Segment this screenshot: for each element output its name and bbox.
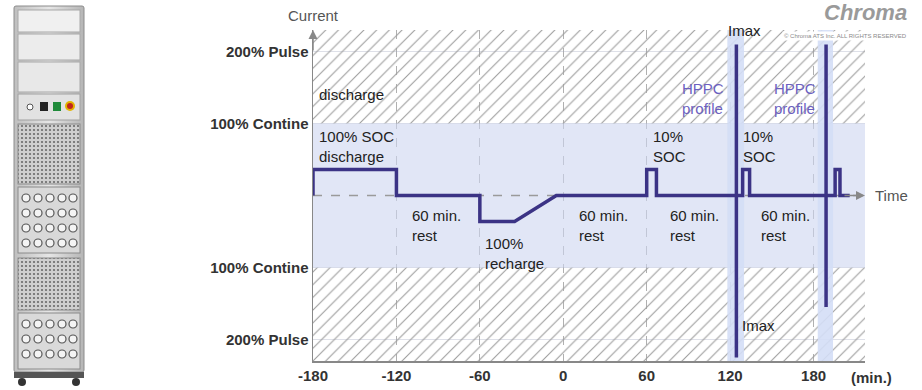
svg-text:Current: Current	[288, 7, 339, 24]
svg-text:200% Pulse: 200% Pulse	[226, 331, 309, 348]
svg-text:60 min.rest: 60 min.rest	[761, 207, 810, 244]
svg-text:(min.): (min.)	[851, 369, 892, 386]
svg-text:Imax: Imax	[742, 317, 775, 334]
svg-text:10%SOC: 10%SOC	[653, 128, 686, 165]
svg-text:© Chroma ATS Inc. ALL RIGHTS R: © Chroma ATS Inc. ALL RIGHTS RESERVED	[784, 33, 907, 39]
svg-text:120: 120	[718, 367, 743, 384]
svg-text:200% Pulse: 200% Pulse	[226, 43, 309, 60]
svg-text:100% Contine: 100% Contine	[210, 115, 308, 132]
svg-text:60 min.rest: 60 min.rest	[670, 207, 719, 244]
svg-text:10%SOC: 10%SOC	[743, 128, 776, 165]
svg-text:HPPCprofile: HPPCprofile	[682, 80, 724, 117]
svg-text:100%recharge: 100%recharge	[485, 235, 544, 272]
svg-text:-120: -120	[381, 367, 411, 384]
svg-text:60: 60	[638, 367, 655, 384]
svg-text:60 min.rest: 60 min.rest	[412, 207, 461, 244]
svg-text:HPPCprofile: HPPCprofile	[774, 80, 816, 117]
svg-text:0: 0	[559, 367, 567, 384]
svg-text:60 min.rest: 60 min.rest	[579, 207, 628, 244]
svg-text:Time: Time	[875, 187, 908, 204]
svg-text:180: 180	[801, 367, 826, 384]
svg-text:100% Contine: 100% Contine	[210, 259, 308, 276]
svg-text:discharge: discharge	[319, 86, 384, 103]
svg-text:Chroma: Chroma	[824, 0, 907, 25]
svg-text:Imax: Imax	[728, 22, 761, 39]
svg-text:100% SOCdischarge: 100% SOCdischarge	[319, 128, 394, 165]
svg-text:-180: -180	[298, 367, 328, 384]
svg-text:-60: -60	[469, 367, 491, 384]
